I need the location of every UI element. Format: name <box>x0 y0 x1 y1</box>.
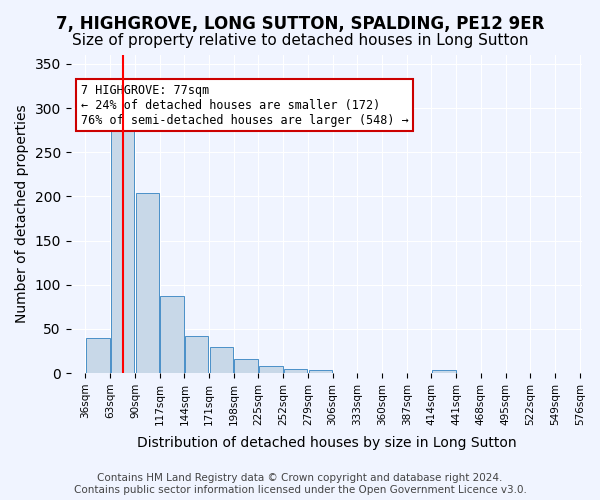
Bar <box>185 336 208 373</box>
Bar <box>160 296 184 373</box>
Bar <box>284 368 307 373</box>
Y-axis label: Number of detached properties: Number of detached properties <box>15 104 29 324</box>
Bar <box>209 346 233 373</box>
Bar <box>308 370 332 373</box>
Text: Size of property relative to detached houses in Long Sutton: Size of property relative to detached ho… <box>72 32 528 48</box>
Bar <box>259 366 283 373</box>
Bar <box>235 359 258 373</box>
X-axis label: Distribution of detached houses by size in Long Sutton: Distribution of detached houses by size … <box>137 436 516 450</box>
Text: 7, HIGHGROVE, LONG SUTTON, SPALDING, PE12 9ER: 7, HIGHGROVE, LONG SUTTON, SPALDING, PE1… <box>56 15 544 33</box>
Bar <box>111 117 134 373</box>
Bar <box>432 370 455 373</box>
Text: Contains HM Land Registry data © Crown copyright and database right 2024.
Contai: Contains HM Land Registry data © Crown c… <box>74 474 526 495</box>
Bar <box>86 338 110 373</box>
Bar <box>136 193 159 373</box>
Text: 7 HIGHGROVE: 77sqm
← 24% of detached houses are smaller (172)
76% of semi-detach: 7 HIGHGROVE: 77sqm ← 24% of detached hou… <box>81 84 409 126</box>
